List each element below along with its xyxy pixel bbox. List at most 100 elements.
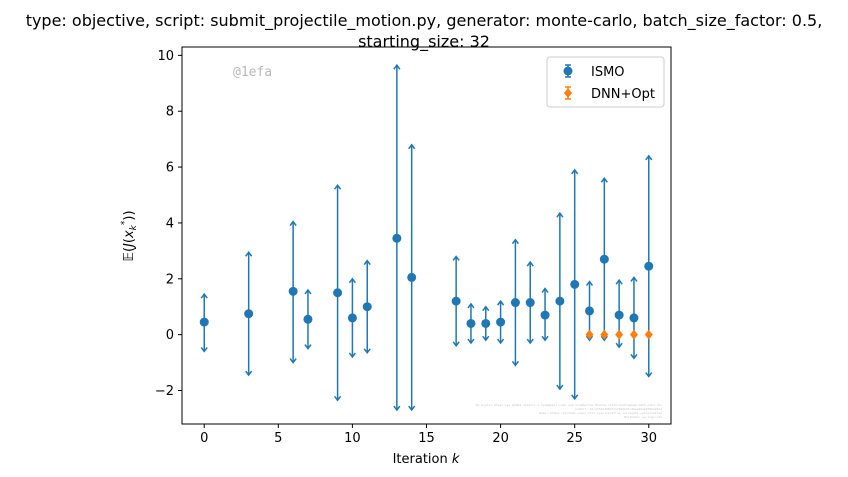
upper-limit-arrow [452, 255, 460, 261]
data-point [585, 329, 594, 340]
data-point [244, 309, 254, 319]
lower-limit-arrow [571, 394, 579, 401]
data-point [288, 286, 298, 296]
upper-limit-arrow [363, 259, 371, 266]
x-tick-label: 30 [640, 431, 657, 446]
lower-limit-arrow [289, 358, 297, 364]
credit-line-3: Repo: https://github.com/kjetil-lye/iter… [539, 411, 662, 415]
x-tick-label: 0 [200, 431, 208, 446]
x-tick-label: 5 [274, 431, 282, 446]
data-point [599, 254, 609, 264]
data-point [496, 317, 506, 327]
legend-box [546, 56, 665, 108]
credit-line-1: By Kjetil Olsen Lye @2024 <kjetil.o.lye@… [476, 403, 662, 407]
data-point [615, 329, 624, 340]
legend-entry: ISMO [563, 64, 625, 80]
upper-limit-arrow [289, 220, 297, 226]
x-tick-label: 15 [418, 431, 435, 446]
data-point [466, 318, 476, 328]
series-dnn-opt [585, 329, 653, 340]
lower-limit-arrow [393, 405, 401, 412]
chart-title: type: objective, script: submit_projecti… [25, 11, 823, 51]
lower-limit-arrow [348, 352, 357, 359]
credit-line-4: Hostname: ee-login-01 [624, 415, 662, 419]
lower-limit-arrow [541, 335, 549, 342]
data-point [555, 296, 565, 306]
upper-limit-arrow [200, 292, 208, 299]
upper-limit-arrow [526, 260, 534, 267]
data-point [629, 313, 639, 323]
y-tick-label: 10 [157, 49, 174, 64]
data-point [600, 329, 609, 340]
lower-limit-arrow [408, 405, 416, 412]
data-point [525, 298, 535, 308]
upper-limit-arrow [482, 305, 490, 312]
upper-limit-arrow [600, 177, 608, 183]
data-point [644, 261, 654, 271]
upper-limit-arrow [467, 302, 475, 309]
lower-limit-arrow [585, 335, 594, 342]
lower-limit-arrow [556, 384, 564, 391]
x-tick-label: 10 [344, 431, 361, 446]
data-point [199, 317, 209, 327]
plot-data-layer [199, 63, 654, 412]
upper-limit-arrow [585, 280, 594, 287]
upper-limit-arrow [304, 288, 312, 295]
y-axis-label: 𝔼(J(xk*)) [120, 210, 139, 261]
data-point [481, 318, 491, 328]
y-tick-label: 6 [166, 161, 174, 176]
legend-entry: DNN+Opt [564, 86, 655, 102]
upper-limit-arrow [348, 277, 357, 284]
upper-limit-arrow [511, 238, 520, 245]
upper-limit-arrow [393, 63, 401, 70]
data-point [407, 272, 417, 282]
data-point [614, 310, 624, 320]
y-tick-label: 2 [166, 272, 174, 287]
series-ismo [199, 63, 654, 412]
x-tick-label: 25 [566, 431, 583, 446]
upper-limit-arrow [630, 276, 638, 282]
upper-limit-arrow [615, 278, 623, 285]
credit-line-2: Commit: 24c4f0a1390d77a7393b47c4bee45ab0… [575, 407, 662, 411]
lower-limit-arrow [615, 342, 623, 349]
legend-label: ISMO [591, 65, 625, 80]
lower-limit-arrow [333, 395, 342, 402]
y-tick-label: −2 [155, 384, 174, 399]
x-tick-label: 20 [492, 431, 509, 446]
lower-limit-arrow [630, 353, 638, 360]
upper-limit-arrow [556, 211, 564, 218]
lower-limit-arrow [482, 335, 490, 342]
lower-limit-arrow [511, 360, 520, 367]
data-point [362, 302, 372, 312]
data-point [303, 314, 313, 324]
data-point [629, 329, 638, 340]
data-point [585, 306, 594, 316]
y-tick-label: 0 [166, 328, 174, 343]
legend-marker [564, 88, 572, 98]
chart-legend: ISMO DNN+Opt [546, 56, 665, 108]
data-point [570, 279, 580, 289]
lower-limit-arrow [645, 372, 653, 378]
lower-limit-arrow [363, 348, 371, 355]
data-point [451, 296, 461, 306]
y-tick-label: 4 [166, 216, 174, 231]
lower-limit-arrow [496, 338, 505, 345]
upper-limit-arrow [333, 183, 342, 190]
upper-limit-arrow [571, 168, 579, 175]
legend-marker [563, 66, 573, 76]
upper-limit-arrow [541, 287, 549, 294]
upper-limit-arrow [496, 299, 505, 306]
credit-text-block: By Kjetil Olsen Lye @2024 <kjetil.o.lye@… [476, 403, 662, 419]
data-point [347, 313, 357, 323]
lower-limit-arrow [526, 338, 534, 345]
legend-label: DNN+Opt [591, 87, 655, 102]
data-point [333, 288, 343, 298]
data-point [540, 310, 550, 320]
lower-limit-arrow [452, 341, 460, 348]
lower-limit-arrow [600, 335, 608, 342]
upper-limit-arrow [645, 154, 653, 161]
upper-limit-arrow [245, 251, 253, 257]
upper-limit-arrow [408, 143, 416, 150]
data-point [510, 298, 520, 308]
